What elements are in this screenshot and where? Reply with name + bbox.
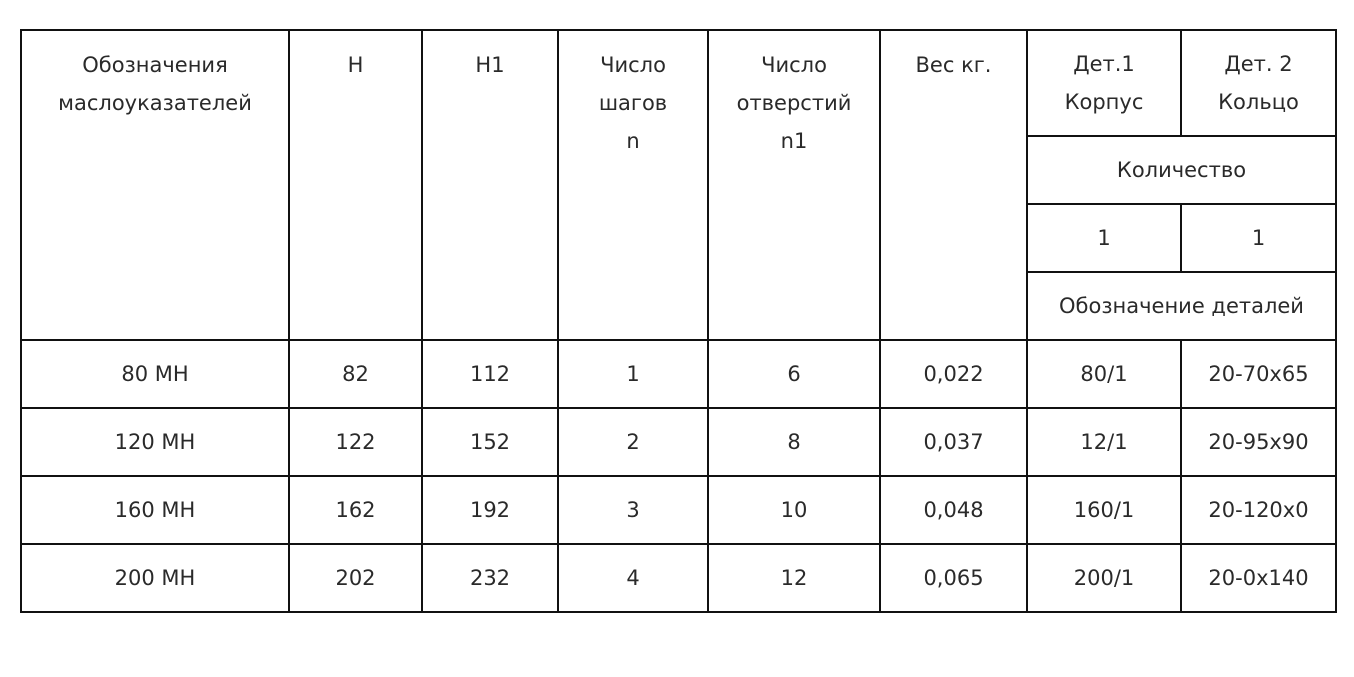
table-cell: 12 <box>707 543 881 613</box>
table-cell: 122 <box>288 407 423 477</box>
table-cell: 162 <box>288 475 423 545</box>
table-cell: 2 <box>557 407 709 477</box>
table-row: 160 МН 162 192 3 10 0,048 160/1 20-120x0 <box>20 475 1337 545</box>
table-cell: 202 <box>288 543 423 613</box>
header-weight: Вес кг. <box>879 29 1028 341</box>
header-row: Количество <box>21 135 1337 205</box>
header-part-designation: Обозначение деталей <box>1026 271 1337 341</box>
table-cell: 20-0x140 <box>1180 543 1337 613</box>
table-cell: 0,048 <box>879 475 1028 545</box>
table-cell: 20-120x0 <box>1180 475 1337 545</box>
table-cell: 232 <box>421 543 559 613</box>
header-h1: H1 <box>421 29 559 341</box>
table-cell: 3 <box>557 475 709 545</box>
table-cell: 1 <box>557 339 709 409</box>
table-cell: 12/1 <box>1026 407 1182 477</box>
header-steps: Число шагов n <box>557 29 709 341</box>
table-cell: 120 МН <box>20 407 290 477</box>
header-part1: Дет.1 Корпус <box>1026 29 1182 137</box>
header-row: 1 1 <box>21 203 1337 273</box>
header-row: Обозначения маслоуказателей H H1 Число ш… <box>20 29 1337 341</box>
table-cell: 200 МН <box>20 543 290 613</box>
table-cell: 20-95x90 <box>1180 407 1337 477</box>
table-cell: 82 <box>288 339 423 409</box>
header-designation: Обозначения маслоуказателей <box>20 29 290 341</box>
table-cell: 200/1 <box>1026 543 1182 613</box>
table-cell: 112 <box>421 339 559 409</box>
table-row: 80 МН 82 112 1 6 0,022 80/1 20-70x65 <box>20 339 1337 409</box>
table-cell: 192 <box>421 475 559 545</box>
table-cell: 80/1 <box>1026 339 1182 409</box>
table-cell: 80 МН <box>20 339 290 409</box>
table-cell: 4 <box>557 543 709 613</box>
table-row: 120 МН 122 152 2 8 0,037 12/1 20-95x90 <box>20 407 1337 477</box>
table-cell: 0,065 <box>879 543 1028 613</box>
table-cell: 160 МН <box>20 475 290 545</box>
header-h: H <box>288 29 423 341</box>
table-cell: 10 <box>707 475 881 545</box>
table-cell: 6 <box>707 339 881 409</box>
header-part2: Дет. 2 Кольцо <box>1180 29 1337 137</box>
table-cell: 20-70x65 <box>1180 339 1337 409</box>
table-cell: 160/1 <box>1026 475 1182 545</box>
table-cell: 152 <box>421 407 559 477</box>
header-qty1: 1 <box>1026 203 1182 273</box>
table-cell: 8 <box>707 407 881 477</box>
table-cell: 0,037 <box>879 407 1028 477</box>
table-cell: 0,022 <box>879 339 1028 409</box>
header-holes: Число отверстий n1 <box>707 29 881 341</box>
table-row: 200 МН 202 232 4 12 0,065 200/1 20-0x140 <box>20 543 1337 613</box>
header-quantity: Количество <box>1026 135 1337 205</box>
oil-indicator-table: Обозначения маслоуказателей H H1 Число ш… <box>20 29 1337 613</box>
header-row: Обозначение деталей <box>21 271 1337 341</box>
header-qty2: 1 <box>1180 203 1337 273</box>
